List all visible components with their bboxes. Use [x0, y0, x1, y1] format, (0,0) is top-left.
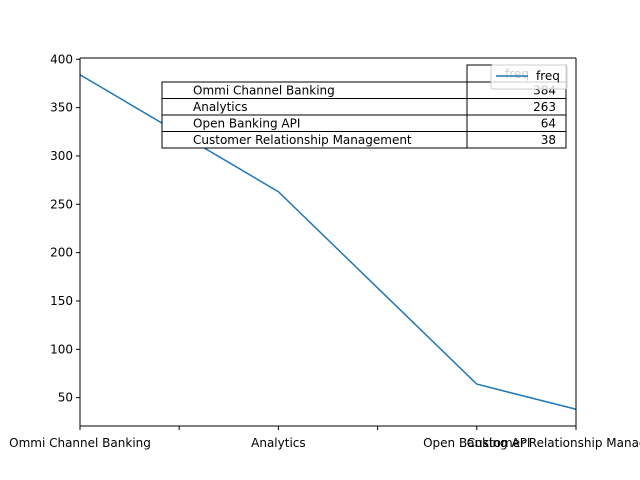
table-value-cell	[466, 131, 567, 149]
y-tick-label: 100	[50, 342, 73, 356]
table-row-label: Customer Relationship Management	[193, 133, 412, 147]
legend-label-freq: freq	[536, 69, 560, 83]
x-tick-label: Open Banking API	[423, 436, 530, 450]
legend-box	[490, 64, 568, 90]
table-row-label: Analytics	[193, 100, 248, 114]
table-row-label: Open Banking API	[193, 117, 300, 131]
table-row-value: 38	[541, 133, 556, 147]
y-tick-label: 400	[50, 52, 73, 66]
x-axis: Ommi Channel Banking Analytics Open Bankin…	[9, 426, 640, 450]
x-tick-label: Ommi Channel Banking	[9, 436, 151, 450]
y-tick-label: 250	[50, 197, 73, 211]
y-tick-label: 350	[50, 101, 73, 115]
y-tick-label: 50	[58, 391, 73, 405]
x-tick-label: Customer Relationship Management	[467, 436, 640, 450]
y-axis: 50 100 150 200 250 300 350 400	[50, 52, 80, 405]
table-row-value: 64	[541, 117, 556, 131]
table-row-label: Ommi Channel Banking	[193, 84, 335, 98]
y-tick-label: 300	[50, 149, 73, 163]
table-row-value: 263	[533, 100, 556, 114]
y-tick-label: 150	[50, 294, 73, 308]
x-tick-label: Analytics	[251, 436, 306, 450]
legend: freq	[490, 64, 568, 90]
y-tick-label: 200	[50, 246, 73, 260]
